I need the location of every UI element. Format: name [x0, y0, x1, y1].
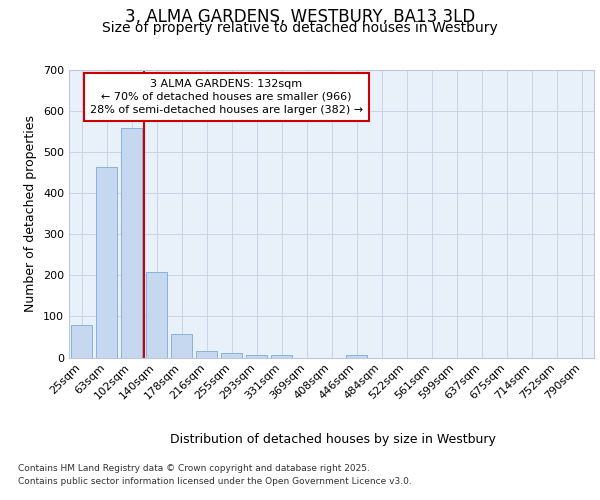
- Bar: [346, 354, 367, 358]
- Bar: [146, 272, 167, 358]
- Text: 3, ALMA GARDENS, WESTBURY, BA13 3LD: 3, ALMA GARDENS, WESTBURY, BA13 3LD: [125, 8, 475, 26]
- Bar: [221, 354, 242, 358]
- Bar: [271, 354, 292, 358]
- Bar: [171, 334, 192, 357]
- Y-axis label: Number of detached properties: Number of detached properties: [25, 116, 37, 312]
- Text: Contains public sector information licensed under the Open Government Licence v3: Contains public sector information licen…: [18, 477, 412, 486]
- Bar: [121, 128, 142, 358]
- Text: 3 ALMA GARDENS: 132sqm
← 70% of detached houses are smaller (966)
28% of semi-de: 3 ALMA GARDENS: 132sqm ← 70% of detached…: [90, 78, 363, 115]
- Bar: [246, 354, 267, 358]
- Bar: [96, 166, 117, 358]
- Text: Distribution of detached houses by size in Westbury: Distribution of detached houses by size …: [170, 432, 496, 446]
- Bar: [71, 324, 92, 358]
- Text: Contains HM Land Registry data © Crown copyright and database right 2025.: Contains HM Land Registry data © Crown c…: [18, 464, 370, 473]
- Bar: [196, 352, 217, 358]
- Text: Size of property relative to detached houses in Westbury: Size of property relative to detached ho…: [102, 21, 498, 35]
